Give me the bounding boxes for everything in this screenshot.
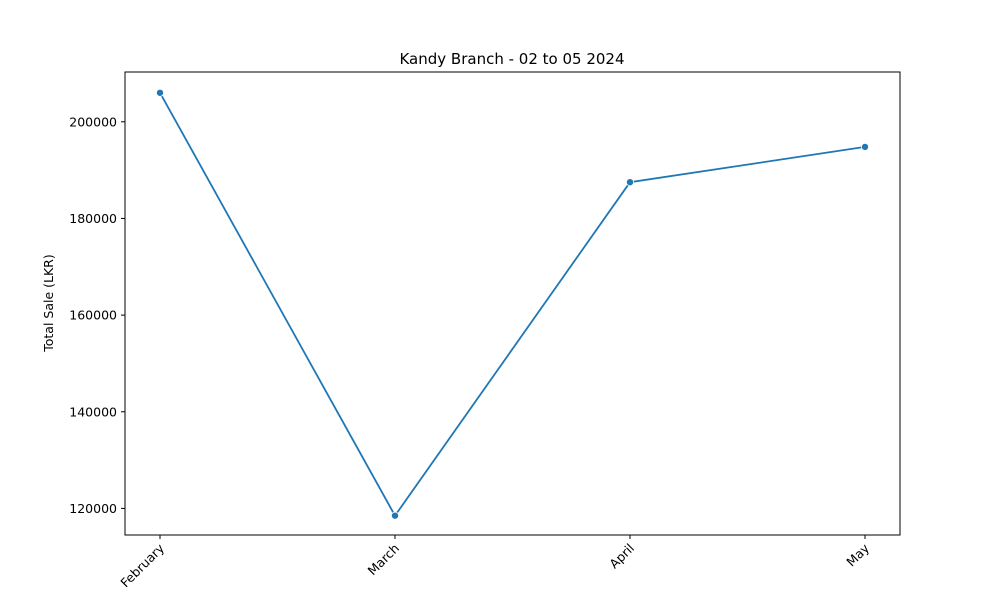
data-point [861, 142, 870, 151]
series-layer [155, 88, 870, 520]
y-tick-label: 180000 [69, 211, 117, 226]
series-line [159, 92, 866, 517]
y-tick-label: 160000 [69, 308, 117, 323]
plot-area-frame [124, 71, 901, 536]
y-tick-label: 200000 [69, 114, 117, 129]
chart-title: Kandy Branch - 02 to 05 2024 [399, 50, 624, 68]
x-tick-label: February [117, 540, 167, 590]
x-axis-ticks: February March April May [117, 535, 873, 590]
x-tick-label: April [606, 541, 637, 572]
x-tick-label: May [843, 540, 872, 569]
y-axis-ticks: 120000 140000 160000 180000 200000 [69, 114, 125, 516]
x-tick-label: March [365, 541, 403, 579]
y-tick-label: 140000 [69, 404, 117, 419]
y-axis-label: Total Sale (LKR) [41, 254, 56, 353]
y-tick-label: 120000 [69, 501, 117, 516]
data-point [390, 511, 399, 520]
data-point [155, 88, 164, 97]
data-point [626, 178, 635, 187]
